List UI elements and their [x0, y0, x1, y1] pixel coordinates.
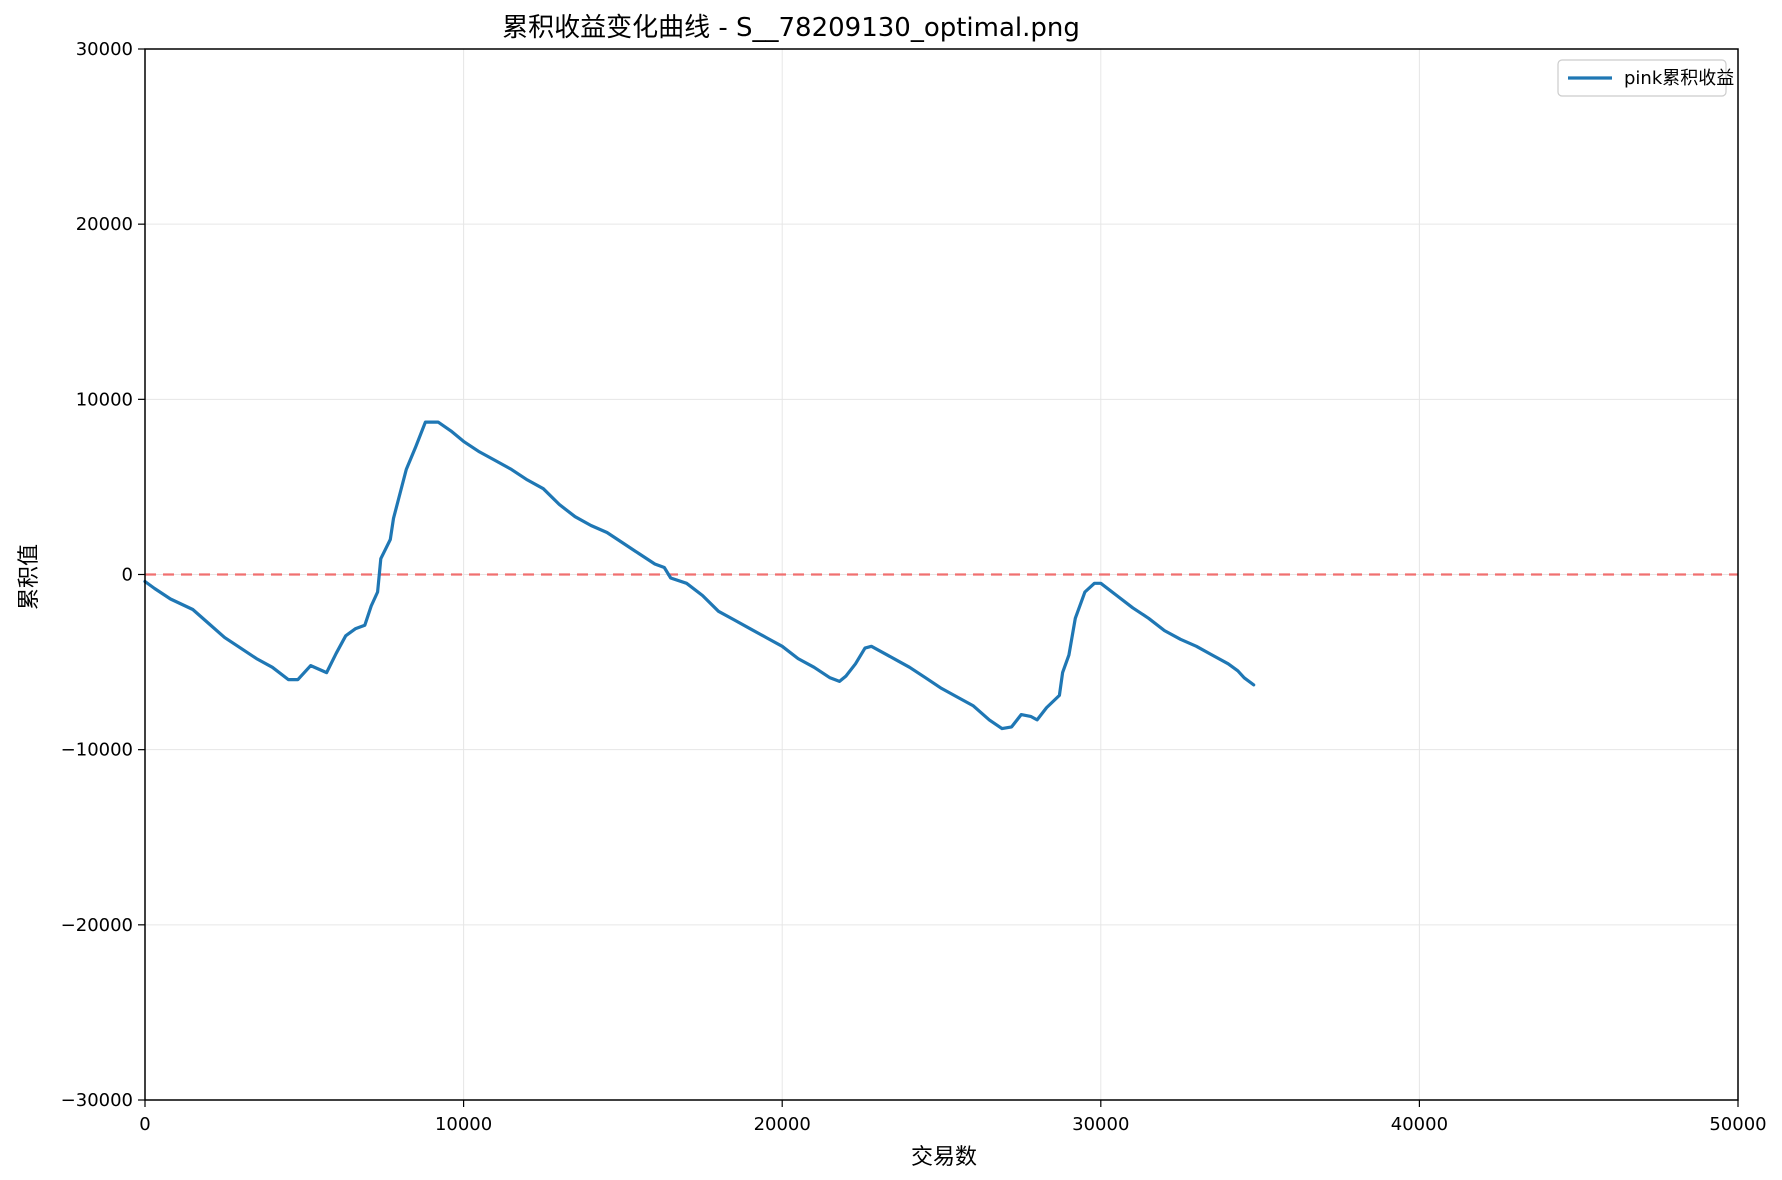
x-tick-label: 0 [139, 1114, 150, 1135]
x-axis-label: 交易数 [911, 1145, 977, 1170]
x-tick-label: 20000 [754, 1114, 811, 1135]
x-axis-ticks: 0 10000 20000 30000 40000 50000 [139, 1100, 1767, 1135]
legend: pink累积收益 [1557, 59, 1734, 97]
series-line-pink [143, 420, 1256, 731]
y-axis-ticks: 30000 20000 10000 0 −10000 −20000 −30000 [61, 39, 145, 1111]
y-tick-label: −20000 [61, 915, 133, 936]
chart-title: 累积收益变化曲线 - S__78209130_optimal.png [502, 13, 1080, 43]
y-tick-label: 10000 [76, 389, 133, 410]
x-tick-label: 40000 [1391, 1114, 1448, 1135]
x-tick-label: 50000 [1709, 1114, 1766, 1135]
x-tick-label: 10000 [435, 1114, 492, 1135]
y-axis-label: 累积值 [17, 544, 42, 610]
x-tick-label: 30000 [1072, 1114, 1129, 1135]
y-tick-label: 30000 [76, 39, 133, 60]
y-tick-label: 0 [122, 565, 133, 586]
y-tick-label: −30000 [61, 1090, 133, 1111]
legend-box [1557, 59, 1727, 97]
y-tick-label: −10000 [61, 740, 133, 761]
legend-label: pink累积收益 [1624, 68, 1734, 89]
y-tick-label: 20000 [76, 214, 133, 235]
